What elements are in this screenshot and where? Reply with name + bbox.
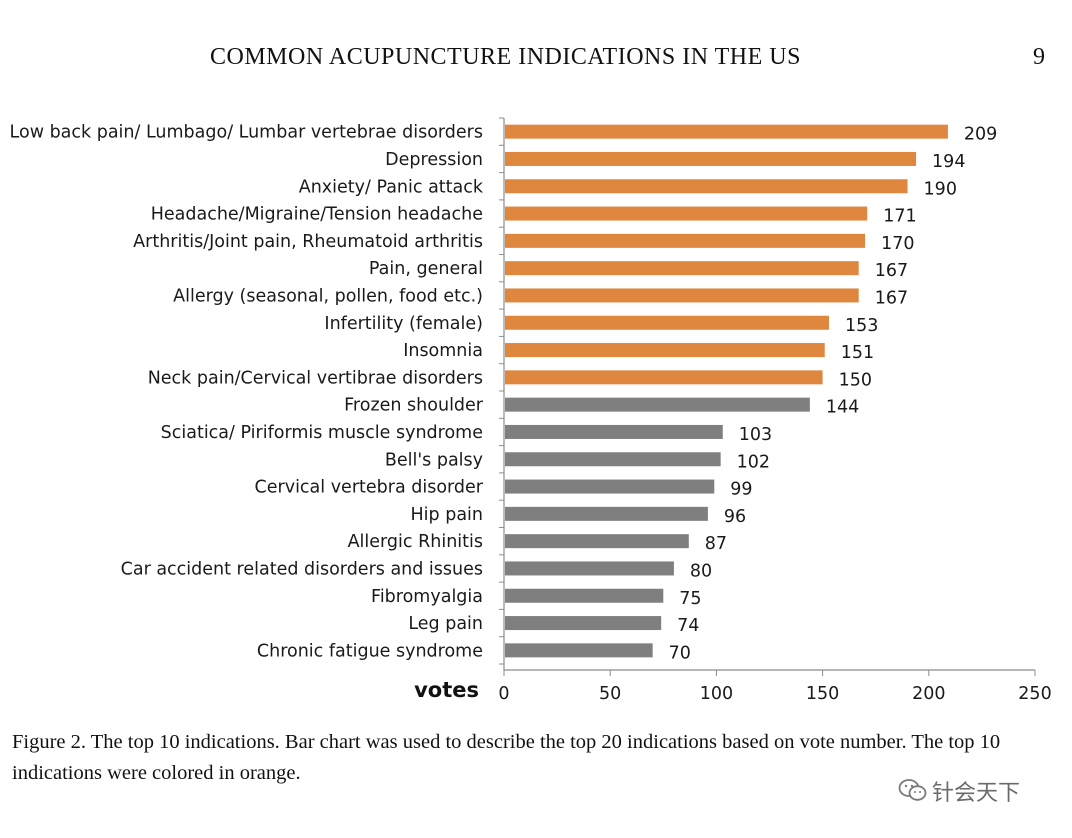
- bar: [505, 124, 948, 139]
- data-label: 99: [730, 480, 752, 500]
- page-header: COMMON ACUPUNCTURE INDICATIONS IN THE US…: [0, 44, 1072, 78]
- category-label: Car accident related disorders and issue…: [121, 559, 483, 579]
- category-label: Leg pain: [408, 614, 483, 634]
- bar: [505, 506, 708, 521]
- bar: [505, 261, 859, 276]
- category-label: Arthritis/Joint pain, Rheumatoid arthrit…: [133, 232, 483, 252]
- bar: [505, 452, 721, 467]
- watermark-text: 针会天下: [932, 781, 1021, 806]
- x-tick-label: 50: [599, 684, 621, 704]
- x-tick-label: 150: [806, 684, 839, 704]
- bar: [505, 479, 715, 494]
- bar: [505, 288, 859, 303]
- category-label: Infertility (female): [324, 314, 483, 334]
- figure-caption: Figure 2. The top 10 indications. Bar ch…: [12, 731, 1001, 784]
- category-label: Hip pain: [411, 505, 483, 525]
- category-label: Bell's palsy: [385, 450, 483, 470]
- x-tick-label: 0: [498, 684, 509, 704]
- category-label: Allergic Rhinitis: [348, 532, 483, 552]
- data-label: 80: [690, 561, 712, 581]
- data-label: 190: [924, 179, 957, 199]
- bar: [505, 206, 868, 221]
- bar: [505, 179, 908, 194]
- data-label: 150: [839, 370, 872, 390]
- category-label: Insomnia: [403, 341, 483, 361]
- category-label: Anxiety/ Panic attack: [299, 177, 484, 197]
- category-label: Low back pain/ Lumbago/ Lumbar vertebrae…: [10, 123, 483, 143]
- bar: [505, 397, 810, 412]
- wechat-icon: [898, 779, 927, 801]
- data-label: 87: [705, 534, 727, 554]
- x-axis-title: votes: [414, 678, 479, 702]
- data-label: 102: [737, 452, 770, 472]
- data-label: 194: [932, 152, 965, 172]
- data-label: 209: [964, 125, 997, 145]
- bar: [505, 315, 829, 330]
- data-label: 151: [841, 343, 874, 363]
- data-label: 103: [739, 425, 772, 445]
- bar: [505, 561, 674, 576]
- bar: [505, 616, 662, 631]
- data-label: 167: [875, 261, 908, 281]
- bar: [505, 588, 664, 603]
- category-label: Allergy (seasonal, pollen, food etc.): [173, 286, 483, 306]
- category-label: Chronic fatigue syndrome: [257, 641, 483, 661]
- x-tick-label: 100: [700, 684, 733, 704]
- data-label: 171: [883, 207, 916, 227]
- data-label: 167: [875, 288, 908, 308]
- x-tick-label: 250: [1018, 684, 1051, 704]
- data-label: 74: [677, 616, 699, 636]
- data-label: 153: [845, 316, 878, 336]
- running-title: COMMON ACUPUNCTURE INDICATIONS IN THE US: [210, 44, 801, 70]
- bar: [505, 151, 917, 166]
- watermark: 针会天下: [898, 775, 1020, 807]
- category-label: Fibromyalgia: [371, 587, 483, 607]
- bar: [505, 424, 723, 439]
- category-label: Headache/Migraine/Tension headache: [151, 205, 483, 225]
- bar: [505, 233, 866, 248]
- data-label: 144: [826, 398, 859, 418]
- bar: [505, 643, 653, 658]
- category-label: Cervical vertebra disorder: [255, 478, 484, 498]
- category-label: Depression: [385, 150, 483, 170]
- bar: [505, 343, 825, 358]
- x-tick-label: 200: [912, 684, 945, 704]
- bar: [505, 534, 689, 549]
- bar-chart: 0 50 100 150 200 250 votes Low back pain/ Lumba…: [10, 117, 1052, 704]
- category-label: Neck pain/Cervical vertibrae disorders: [148, 368, 483, 388]
- bar: [505, 370, 823, 385]
- data-label: 96: [724, 507, 746, 527]
- category-label: Frozen shoulder: [344, 396, 484, 416]
- category-label: Sciatica/ Piriformis muscle syndrome: [161, 423, 483, 443]
- page-number: 9: [1033, 44, 1045, 70]
- data-label: 75: [679, 589, 701, 609]
- data-label: 70: [669, 643, 691, 663]
- data-label: 170: [881, 234, 914, 254]
- category-label: Pain, general: [369, 259, 483, 279]
